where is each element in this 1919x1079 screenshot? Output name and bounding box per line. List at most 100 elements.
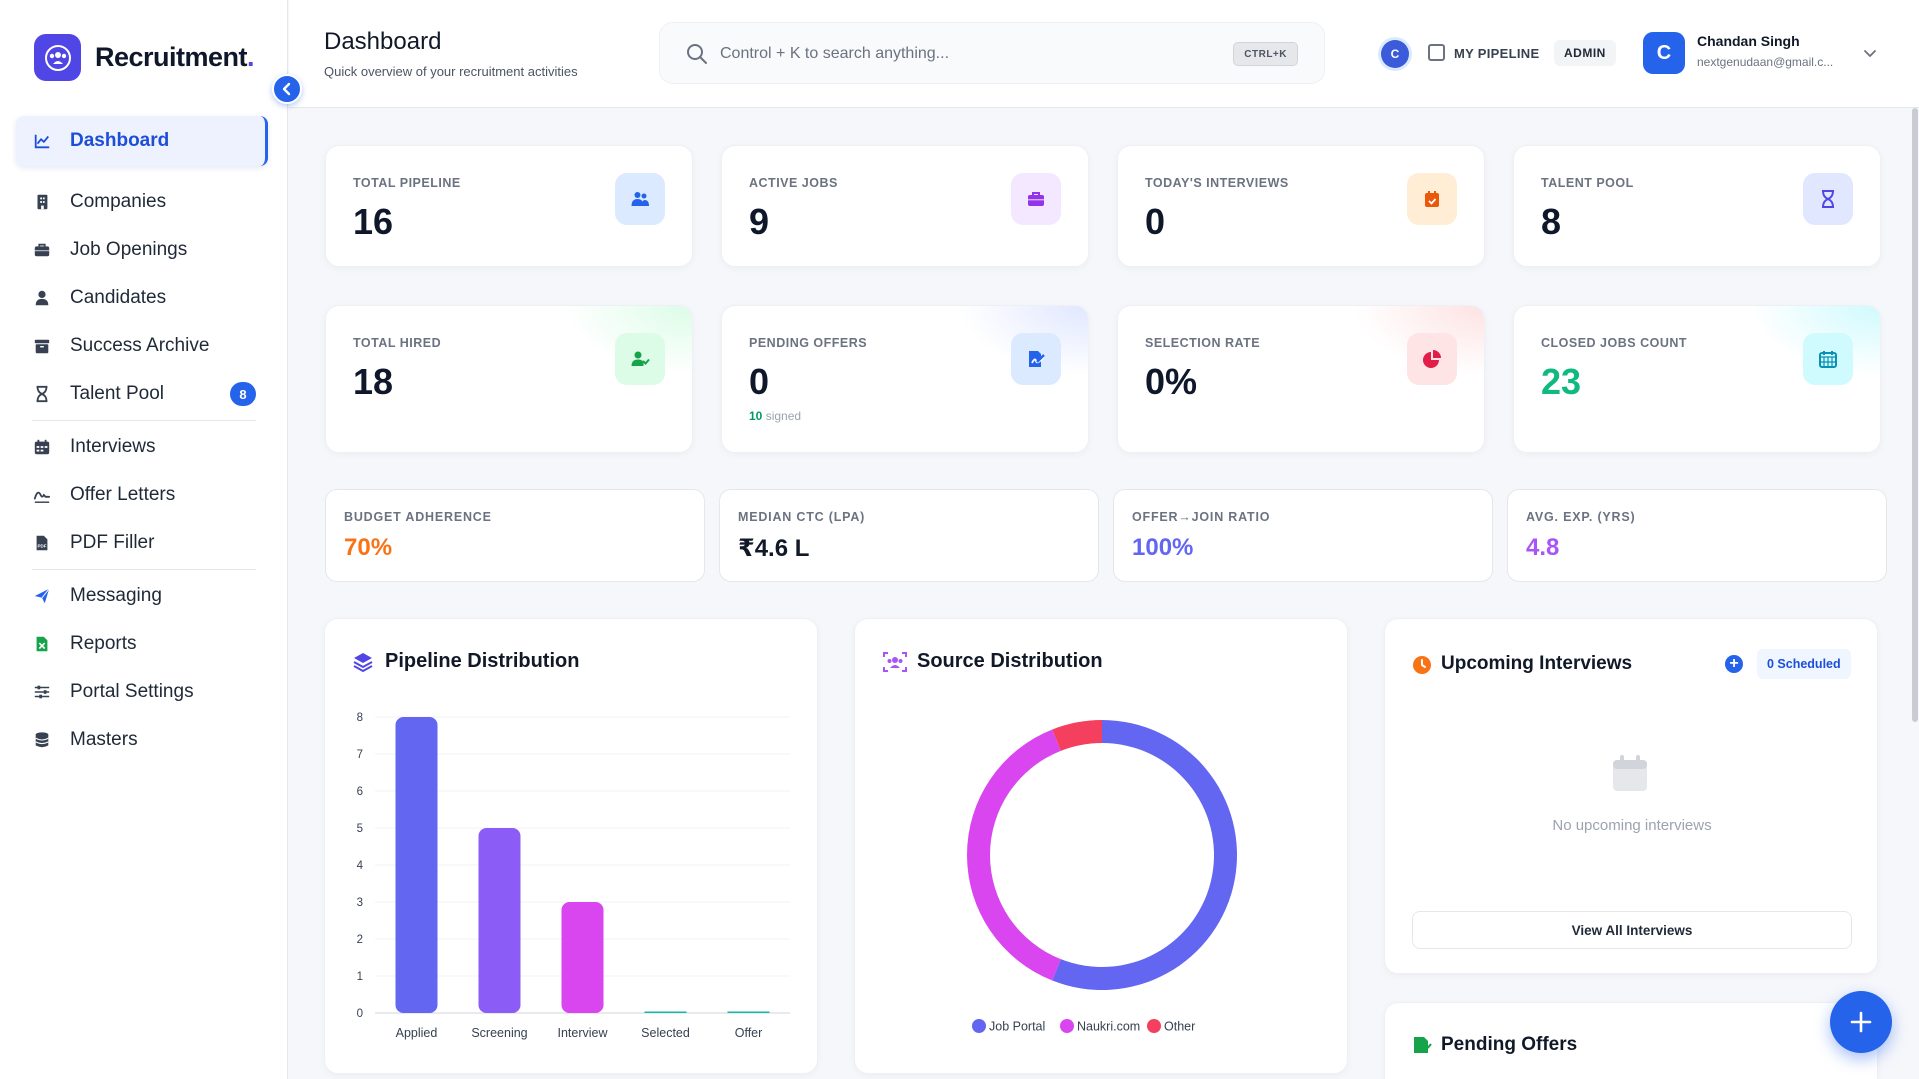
sidebar-item-success-archive[interactable]: Success Archive: [16, 322, 268, 370]
sidebar-item-candidates[interactable]: Candidates: [16, 274, 268, 322]
users-scan-icon: [883, 652, 907, 672]
brand[interactable]: Recruitment.: [34, 34, 255, 81]
sidebar-item-pdf-filler[interactable]: PDF PDF Filler: [16, 519, 268, 567]
legend-label[interactable]: Other: [1164, 1020, 1195, 1034]
source-distribution-panel: Source Distribution Job Portal Naukri.com…: [854, 618, 1348, 1074]
source-donut-chart: Job Portal Naukri.com Other: [967, 720, 1237, 1034]
stat-card-pending-offers[interactable]: PENDING OFFERS 0 10 signed: [721, 305, 1089, 453]
bar-interview[interactable]: [561, 902, 604, 1013]
sidebar-item-label: Talent Pool: [70, 383, 165, 404]
bar-screening[interactable]: [478, 828, 521, 1013]
y-tick-label: 6: [357, 786, 363, 798]
bar-selected[interactable]: [644, 1011, 687, 1014]
stat-card-total-hired[interactable]: TOTAL HIRED 18: [325, 305, 693, 453]
y-tick-label: 3: [357, 897, 363, 909]
pipeline-title: Pipeline Distribution: [385, 650, 580, 672]
sidebar-divider: [32, 420, 256, 421]
bar-offer[interactable]: [727, 1011, 770, 1014]
sidebar-item-label: Job Openings: [70, 239, 188, 260]
talent-pool-count-badge: 8: [230, 382, 256, 406]
chevron-down-icon[interactable]: [1863, 46, 1877, 60]
sidebar-item-offer-letters[interactable]: Offer Letters: [16, 471, 268, 519]
stat-card-selection-rate[interactable]: SELECTION RATE 0%: [1117, 305, 1485, 453]
slice-job-portal[interactable]: [1052, 720, 1237, 990]
user-name[interactable]: Chandan Singh: [1697, 33, 1800, 49]
sidebar-item-label: Companies: [70, 191, 167, 212]
stat-card-today-s-interviews[interactable]: TODAY'S INTERVIEWS 0: [1117, 145, 1485, 267]
stat-value: 0%: [1145, 361, 1198, 402]
search-bar[interactable]: CTRL+K: [659, 22, 1325, 84]
metric-card: AVG. EXP. (YRS) 4.8: [1507, 489, 1887, 582]
scheduled-badge: 0 Scheduled: [1757, 649, 1851, 679]
sidebar-item-masters[interactable]: Masters: [16, 716, 268, 764]
sidebar-item-interviews[interactable]: Interviews: [16, 423, 268, 471]
metric-value: 4.8: [1526, 534, 1560, 561]
user-avatar[interactable]: C: [1643, 32, 1685, 74]
file-signature-icon: [1414, 1037, 1432, 1053]
empty-state-text: No upcoming interviews: [1552, 817, 1712, 834]
add-interview-button[interactable]: +: [1725, 655, 1743, 673]
stat-value: 18: [353, 361, 394, 402]
slice-other[interactable]: [1052, 720, 1102, 751]
sidebar-item-label: Masters: [70, 729, 138, 750]
collapse-sidebar-button[interactable]: [272, 74, 302, 104]
legend-label[interactable]: Job Portal: [989, 1020, 1045, 1034]
users-logo-icon: [34, 34, 81, 81]
pipeline-bar-chart: 0 1 2 3 4 5 6 7 8 Applied Screening Interview Select…: [357, 712, 790, 1040]
sidebar-item-talent-pool[interactable]: Talent Pool 8: [16, 370, 268, 418]
sidebar-item-portal-settings[interactable]: Portal Settings: [16, 668, 268, 716]
my-pipeline-checkbox[interactable]: [1428, 44, 1445, 61]
calendar-icon: [32, 437, 52, 457]
my-pipeline-label[interactable]: MY PIPELINE: [1454, 46, 1540, 61]
legend-label[interactable]: Naukri.com: [1077, 1020, 1140, 1034]
upcoming-interviews-panel: Upcoming Interviews + 0 Scheduled No upc…: [1384, 618, 1878, 974]
sidebar-item-reports[interactable]: Reports: [16, 620, 268, 668]
page-title: Dashboard: [324, 28, 442, 55]
add-fab-button[interactable]: [1830, 991, 1892, 1053]
stat-card-total-pipeline[interactable]: TOTAL PIPELINE 16: [325, 145, 693, 267]
hourglass-icon: [1803, 173, 1853, 225]
metric-card: BUDGET ADHERENCE 70%: [325, 489, 705, 582]
stat-value: 9: [749, 201, 770, 242]
y-tick-label: 7: [357, 749, 363, 761]
sidebar-item-label: Portal Settings: [70, 681, 194, 702]
stat-sub: 10 signed: [749, 409, 802, 423]
sidebar-item-job-openings[interactable]: Job Openings: [16, 226, 268, 274]
building-icon: [32, 192, 52, 212]
layers-icon: [353, 653, 373, 673]
search-icon: [687, 44, 707, 64]
search-input[interactable]: [720, 37, 1200, 71]
calendar-check-icon: [1407, 173, 1457, 225]
metric-value: 70%: [344, 534, 393, 561]
database-icon: [32, 730, 52, 750]
stat-card-active-jobs[interactable]: ACTIVE JOBS 9: [721, 145, 1089, 267]
sidebar-item-label: Offer Letters: [70, 484, 176, 505]
sidebar-item-dashboard[interactable]: Dashboard: [16, 116, 268, 166]
page-scrollbar[interactable]: [1912, 108, 1918, 722]
sidebar-item-companies[interactable]: Companies: [16, 178, 268, 226]
stat-card-talent-pool[interactable]: TALENT POOL 8: [1513, 145, 1881, 267]
calendar-grid-icon: [1803, 333, 1853, 385]
x-tick-label: Selected: [641, 1026, 690, 1040]
y-tick-label: 5: [357, 823, 363, 835]
user-email: nextgenudaan@gmail.c...: [1697, 55, 1834, 69]
metric-label: MEDIAN CTC (LPA): [738, 510, 866, 524]
sidebar-nav: Dashboard Companies Job Openings Candidates…: [16, 116, 268, 764]
stat-value: 23: [1541, 361, 1582, 402]
stat-label: TALENT POOL: [1541, 176, 1634, 190]
bar-applied[interactable]: [395, 717, 438, 1013]
stat-label: CLOSED JOBS COUNT: [1541, 336, 1688, 350]
sidebar-item-messaging[interactable]: Messaging: [16, 572, 268, 620]
legend-swatch: [1147, 1019, 1161, 1033]
stat-label: SELECTION RATE: [1145, 336, 1261, 350]
metric-value: ₹4.6 L: [738, 535, 810, 562]
source-title: Source Distribution: [917, 650, 1103, 672]
sidebar-item-label: Messaging: [70, 585, 162, 606]
briefcase-icon: [32, 240, 52, 260]
stat-label: ACTIVE JOBS: [749, 176, 838, 190]
view-all-interviews-button[interactable]: View All Interviews: [1412, 911, 1852, 949]
calendar-empty-icon: [1613, 755, 1647, 791]
quick-avatar[interactable]: C: [1381, 40, 1409, 68]
slice-naukri-com[interactable]: [967, 729, 1061, 981]
stat-card-closed-jobs-count[interactable]: CLOSED JOBS COUNT 23: [1513, 305, 1881, 453]
